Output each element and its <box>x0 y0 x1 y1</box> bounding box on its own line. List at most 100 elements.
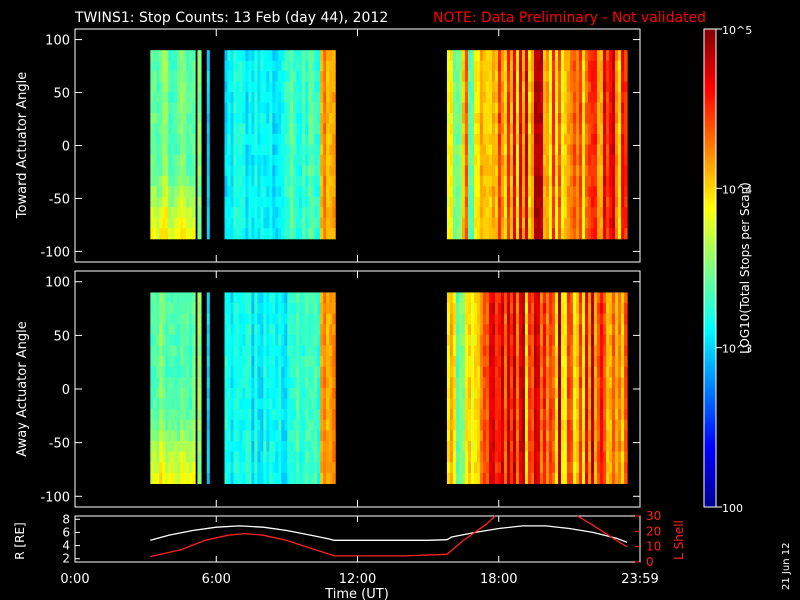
heatmap-cell <box>227 133 232 146</box>
heatmap-cell <box>567 217 571 229</box>
heatmap-cell <box>567 165 571 177</box>
heatmap-cell <box>594 207 598 219</box>
heatmap-cell <box>165 92 169 104</box>
heatmap-cell <box>260 92 264 104</box>
heatmap-cell <box>564 60 568 72</box>
heatmap-cell <box>618 472 622 484</box>
heatmap-cell <box>230 345 235 357</box>
heatmap-cell <box>284 292 288 304</box>
heatmap-cell <box>461 50 466 62</box>
heatmap-cell <box>449 462 454 474</box>
heatmap-cell <box>485 409 490 421</box>
heatmap-cell <box>275 356 279 368</box>
heatmap-cell <box>452 102 457 114</box>
heatmap-cell <box>606 50 610 62</box>
heatmap-cell <box>278 440 282 453</box>
heatmap-cell <box>183 113 187 125</box>
heatmap-cell <box>281 186 285 198</box>
heatmap-cell <box>470 451 475 463</box>
heatmap-cell <box>552 133 556 146</box>
heatmap-cell <box>549 113 553 125</box>
heatmap-cell <box>458 462 463 474</box>
heatmap-cell <box>579 356 583 368</box>
heatmap-cell <box>615 154 619 166</box>
heatmap-cell <box>588 144 592 156</box>
heatmap-cell <box>597 186 601 198</box>
heatmap-cell <box>515 196 520 208</box>
heatmap-cell <box>239 113 244 125</box>
heatmap-cell <box>609 81 613 93</box>
heatmap-cell <box>579 92 583 104</box>
heatmap-cell <box>585 113 589 125</box>
heatmap-cell <box>594 81 598 93</box>
heatmap-cell <box>515 92 520 104</box>
heatmap-cell <box>558 430 562 442</box>
colorbar-label: LOG10(Total Stops per Scan) <box>738 182 752 354</box>
heatmap-cell <box>162 102 166 114</box>
heatmap-cell <box>251 292 255 304</box>
heatmap-cell <box>464 144 469 156</box>
heatmap-cell <box>296 419 300 431</box>
heatmap-cell <box>197 324 202 336</box>
heatmap-cell <box>162 133 166 146</box>
heatmap-cell <box>515 303 520 315</box>
heatmap-cell <box>458 92 463 104</box>
heatmap-cell <box>278 419 282 431</box>
heatmap-cell <box>600 217 604 229</box>
heatmap-cell <box>254 196 258 208</box>
heatmap-cell <box>525 292 529 304</box>
heatmap-cell <box>582 207 586 219</box>
heatmap-cell <box>591 366 595 378</box>
heatmap-cell <box>162 324 166 336</box>
heatmap-cell <box>269 154 273 166</box>
heatmap-cell <box>326 356 330 368</box>
heatmap-cell <box>293 71 297 83</box>
heatmap-cell <box>189 92 193 104</box>
heatmap-cell <box>552 186 556 198</box>
heatmap-cell <box>177 123 181 135</box>
heatmap-cell <box>555 92 559 104</box>
heatmap-cell <box>197 71 202 83</box>
heatmap-cell <box>573 387 577 400</box>
heatmap-cell <box>189 196 193 208</box>
heatmap-cell <box>558 356 562 368</box>
heatmap-cell <box>248 175 252 187</box>
heatmap-cell <box>260 217 264 229</box>
heatmap-cell <box>266 60 270 72</box>
heatmap-cell <box>186 366 190 378</box>
heatmap-cell <box>546 207 550 219</box>
heatmap-cell <box>449 377 454 389</box>
heatmap-cell <box>197 102 202 114</box>
heatmap-cell <box>257 462 261 474</box>
heatmap-cell <box>305 409 309 421</box>
heatmap-cell <box>549 292 553 304</box>
heatmap-cell <box>293 440 297 453</box>
heatmap-cell <box>552 313 556 325</box>
heatmap-cell <box>159 356 163 368</box>
heatmap-cell <box>479 144 484 156</box>
heatmap-cell <box>512 50 517 62</box>
heatmap-cell <box>153 196 157 208</box>
heatmap-cell <box>269 144 273 156</box>
heatmap-cell <box>473 102 478 114</box>
heatmap-cell <box>494 165 499 177</box>
heatmap-cell <box>576 462 580 474</box>
heatmap-cell <box>254 419 258 431</box>
heatmap-cell <box>168 366 172 378</box>
heatmap-cell <box>479 303 484 315</box>
heatmap-cell <box>491 60 496 72</box>
heatmap-cell <box>293 92 297 104</box>
heatmap-cell <box>233 50 238 62</box>
heatmap-cell <box>275 462 279 474</box>
heatmap-cell <box>293 303 297 315</box>
heatmap-cell <box>186 377 190 389</box>
heatmap-cell <box>479 377 484 389</box>
heatmap-cell <box>275 113 279 125</box>
heatmap-cell <box>612 154 616 166</box>
heatmap-cell <box>543 92 547 104</box>
heatmap-cell <box>266 71 270 83</box>
heatmap-cell <box>564 71 568 83</box>
heatmap-cell <box>519 440 523 453</box>
heatmap-cell <box>519 175 523 187</box>
heatmap-cell <box>311 292 315 304</box>
